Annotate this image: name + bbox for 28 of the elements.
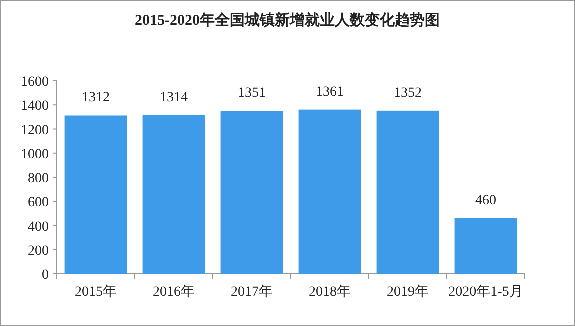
bar (298, 110, 362, 274)
y-tick-label: 1000 (21, 147, 49, 162)
bar (142, 116, 206, 274)
data-label: 1352 (394, 86, 422, 101)
data-label: 1361 (316, 84, 344, 100)
data-label: 1351 (238, 86, 266, 102)
data-label: 460 (476, 194, 496, 209)
x-tick-label: 2019年 (387, 284, 429, 300)
data-label: 1312 (82, 90, 110, 106)
y-tick-label: 600 (28, 196, 49, 211)
y-tick-label: 200 (28, 244, 49, 259)
y-tick-label: 1600 (21, 75, 49, 90)
x-tick-label: 2017年 (231, 284, 273, 300)
y-tick-label: 1200 (21, 123, 49, 138)
chart-title: 2015-2020年全国城镇新增就业人数变化趋势图 (135, 11, 440, 29)
bar (220, 111, 284, 274)
x-tick-label: 2020年1-5月 (448, 284, 524, 300)
bar (454, 218, 518, 274)
data-label: 1314 (160, 90, 188, 106)
y-tick-label: 800 (28, 172, 49, 186)
y-tick-label: 400 (28, 220, 49, 235)
x-tick-label: 2015年 (75, 284, 117, 300)
y-tick-label: 0 (42, 268, 49, 283)
y-tick-label: 1400 (21, 99, 49, 114)
x-tick-label: 2016年 (153, 284, 195, 300)
bar (376, 110, 440, 274)
x-tick-label: 2018年 (309, 284, 351, 300)
bar (64, 116, 128, 274)
